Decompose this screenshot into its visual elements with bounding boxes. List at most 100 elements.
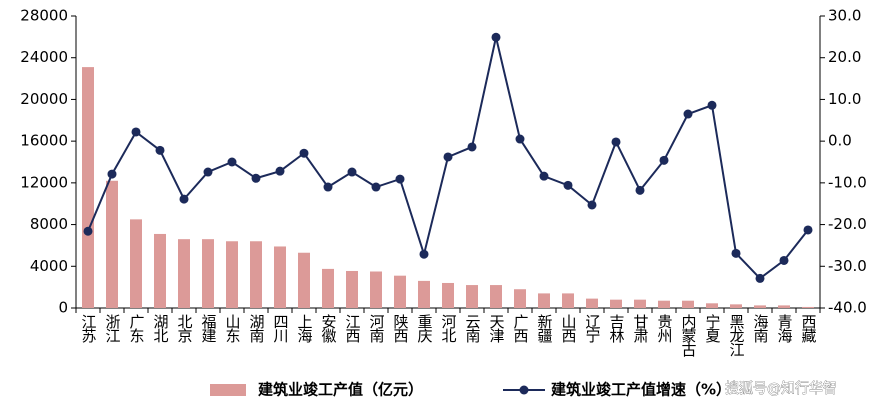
- bar: [82, 67, 94, 308]
- x-tick-label: 内蒙古: [680, 314, 698, 357]
- x-tick-label: 新疆: [536, 314, 554, 343]
- line-point: [803, 225, 813, 235]
- bar: [778, 305, 790, 308]
- x-tick-label: 海南: [752, 314, 770, 343]
- legend-label: 建筑业竣工产值增速（%）: [551, 381, 731, 399]
- line-point: [371, 182, 381, 192]
- line-point: [563, 180, 573, 190]
- x-tick-label: 西藏: [800, 314, 818, 344]
- line-point: [227, 157, 237, 167]
- y2-tick-label: 30.0: [828, 7, 861, 25]
- bar: [754, 305, 766, 308]
- y-tick-label: 16000: [20, 132, 68, 150]
- bar: [298, 252, 310, 308]
- line-point: [635, 185, 645, 195]
- y-tick-label: 20000: [20, 90, 68, 108]
- x-tick-label: 上海: [296, 314, 314, 343]
- line-point: [731, 248, 741, 258]
- x-tick-label: 山东: [224, 314, 242, 343]
- y2-tick-label: -40.0: [828, 299, 867, 317]
- bar: [442, 282, 454, 308]
- y-tick-label: 28000: [20, 7, 68, 25]
- bar: [802, 306, 814, 308]
- x-tick-label: 江西: [344, 314, 362, 343]
- bar: [346, 270, 358, 308]
- line-point: [275, 166, 285, 176]
- legend-label: 建筑业竣工产值（亿元）: [258, 381, 423, 399]
- x-tick-label: 宁夏: [704, 314, 722, 343]
- bar: [274, 246, 286, 308]
- x-tick-label: 陕西: [392, 314, 410, 343]
- bar: [634, 299, 646, 308]
- line-point: [587, 200, 597, 210]
- watermark: 搜狐号@知行华智: [725, 380, 837, 397]
- line-point: [755, 273, 765, 283]
- line-point: [299, 148, 309, 158]
- line-point: [323, 182, 333, 192]
- y2-tick-label: 10.0: [828, 90, 861, 108]
- bar: [106, 180, 118, 308]
- line-point: [539, 171, 549, 181]
- x-tick-label: 湖北: [152, 314, 170, 343]
- x-tick-label: 广东: [128, 314, 146, 343]
- y2-tick-label: 0.0: [828, 132, 852, 150]
- line-point: [419, 249, 429, 259]
- line-point: [491, 32, 501, 42]
- line-point: [83, 226, 93, 236]
- y-tick-label: 12000: [20, 173, 68, 191]
- line-point: [203, 167, 213, 177]
- y2-tick-label: -30.0: [828, 257, 867, 275]
- bar: [610, 299, 622, 308]
- x-tick-label: 广西: [512, 314, 530, 343]
- line-point: [155, 145, 165, 155]
- x-tick-label: 福建: [200, 314, 218, 343]
- x-tick-label: 河南: [368, 314, 386, 343]
- x-tick-label: 青海: [776, 314, 794, 343]
- x-tick-label: 甘肃: [632, 314, 650, 343]
- x-tick-label: 天津: [488, 314, 506, 343]
- x-tick-label: 黑龙江: [728, 314, 746, 357]
- line-point: [347, 167, 357, 177]
- x-tick-label: 湖南: [248, 314, 266, 343]
- legend-swatch: [210, 384, 246, 396]
- x-tick-label: 辽宁: [584, 314, 602, 343]
- bar: [322, 268, 334, 308]
- line-point: [779, 255, 789, 265]
- legend-swatch: [519, 385, 529, 395]
- bar: [562, 293, 574, 308]
- line-point: [467, 142, 477, 152]
- bar: [154, 233, 166, 308]
- bar: [130, 219, 142, 308]
- x-tick-label: 重庆: [416, 314, 434, 343]
- x-tick-label: 云南: [464, 314, 482, 343]
- x-tick-label: 江苏: [80, 314, 98, 344]
- bar: [418, 280, 430, 308]
- bar: [586, 298, 598, 308]
- line-point: [683, 109, 693, 119]
- y2-tick-label: -10.0: [828, 173, 867, 191]
- bar: [658, 300, 670, 308]
- y2-tick-label: -20.0: [828, 215, 867, 233]
- bar: [466, 285, 478, 308]
- bar: [682, 300, 694, 308]
- line-point: [107, 169, 117, 179]
- bar: [514, 289, 526, 308]
- line-point: [611, 137, 621, 147]
- x-tick-label: 贵州: [656, 314, 674, 343]
- x-tick-label: 安徽: [320, 314, 338, 343]
- x-tick-label: 四川: [272, 314, 290, 343]
- line-point: [515, 134, 525, 144]
- line-point: [707, 100, 717, 110]
- x-tick-label: 山西: [560, 314, 578, 343]
- y2-tick-label: 20.0: [828, 48, 861, 66]
- y-tick-label: 8000: [30, 215, 68, 233]
- x-tick-label: 河北: [440, 314, 458, 343]
- bar: [490, 285, 502, 308]
- bar: [250, 241, 262, 308]
- line-point: [131, 127, 141, 137]
- bar: [706, 303, 718, 308]
- line-point: [659, 155, 669, 165]
- bar: [538, 293, 550, 308]
- y-tick-label: 0: [58, 299, 68, 317]
